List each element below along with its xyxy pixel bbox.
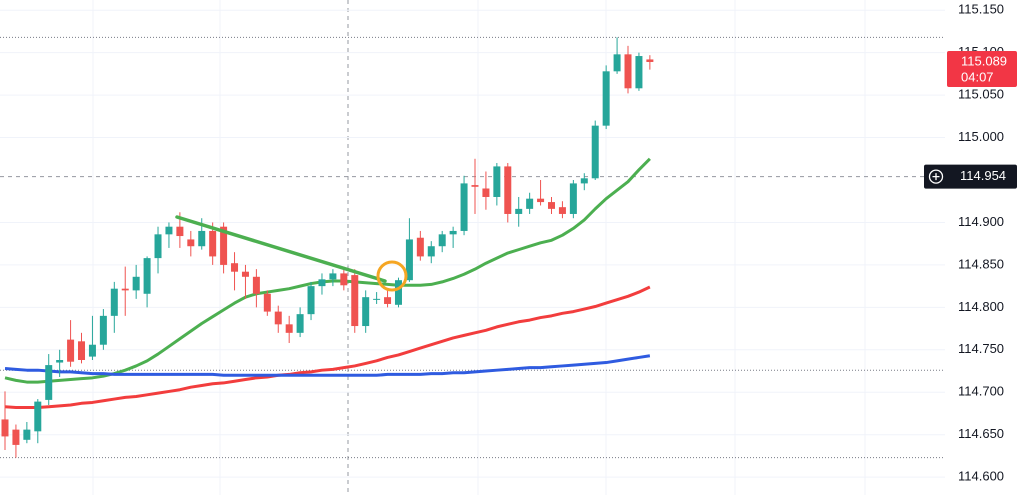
candle-body [548,202,555,209]
candle-body [558,207,566,214]
candle-body [143,258,151,294]
y-tick-label: 114.800 [958,299,1004,314]
candle-body [187,239,195,247]
candle-body [405,239,413,281]
candle-body [263,293,271,312]
last-price-label: 115.089 [961,53,1007,68]
candle-body [165,226,173,235]
candle-body [624,54,632,89]
y-tick-label: 115.000 [958,129,1004,144]
candle-body [362,297,370,327]
y-tick-label: 114.650 [958,426,1004,441]
candle-body [209,230,217,257]
last-price-box [947,50,1017,87]
candle-body [231,263,239,272]
moving-average-line [4,354,651,377]
crosshair-plus-sign [932,173,940,181]
candle-body [427,246,435,257]
candle-body [569,183,577,214]
y-tick-label: 115.150 [958,2,1004,17]
y-tick-label: 114.700 [958,384,1004,399]
candle-body [154,234,162,259]
candle-body [198,230,206,247]
candle-body [515,208,523,214]
countdown-label: 04:07 [961,69,994,84]
y-tick-label: 114.850 [958,256,1004,271]
candle-body [121,288,129,291]
highlight-circle [376,260,408,292]
candle-body [296,314,304,333]
candle-body [285,324,293,333]
candle-body [220,226,228,265]
candle-body [67,339,75,362]
y-tick-label: 114.750 [958,341,1004,356]
candle-body [176,226,184,237]
candle-body [526,198,534,209]
candle-body [449,230,457,235]
candle-body [438,234,446,247]
candle-body [318,279,326,287]
candle-body [646,59,654,62]
candle-body [329,273,337,280]
vertical-grid [92,0,866,495]
candle-body [591,125,599,179]
candle-body [88,344,96,357]
candle-body [241,271,249,277]
candle-body [1,419,9,437]
candle-body [340,273,348,286]
crosshair-label: 114.954 [960,168,1006,183]
candle-body [635,56,643,89]
candle-body [78,341,86,360]
candle-body [537,198,545,203]
candle-body [34,401,42,432]
moving-average-line [4,157,651,384]
moving-average-line [4,285,651,410]
candle-body [252,276,260,294]
candle-body [307,286,315,315]
candle-body [384,297,392,304]
crosshair-plus-icon [928,169,944,184]
candle-body [460,183,468,231]
candle-body [12,429,20,445]
plot [0,9,945,478]
candle-body [493,166,501,197]
y-tick-label: 114.900 [958,214,1004,229]
candle-body [416,237,424,257]
candle-body [394,280,402,305]
candle-body [580,178,588,184]
candle-body [110,288,118,316]
candle-body [56,360,64,363]
candle-body [602,71,610,126]
candle-body [504,166,512,214]
candle-body [373,298,381,300]
candle-body [23,429,31,440]
y-tick-label: 115.050 [958,87,1004,102]
trendline [175,215,387,283]
candle-body [132,276,140,291]
candle-body [471,185,479,187]
candle-body [482,188,490,197]
candle-body [274,311,282,325]
candle-body [613,54,621,72]
y-tick-label: 114.600 [958,469,1004,484]
crosshair-box [924,164,1017,189]
candle-body [99,315,107,345]
candle-body [45,365,53,400]
candle-body [351,275,359,327]
